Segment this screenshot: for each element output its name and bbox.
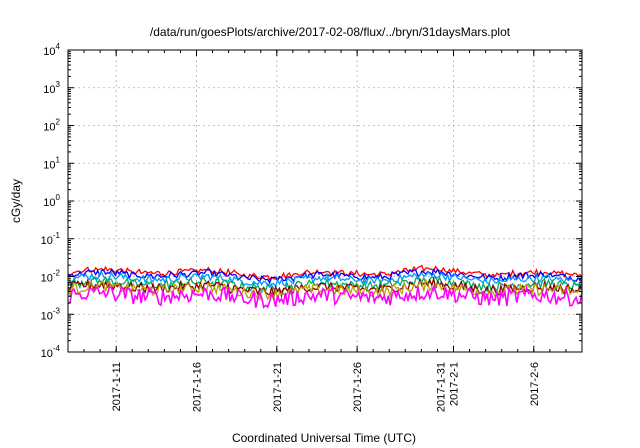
y-tick-label: 101 — [43, 155, 60, 171]
series-line — [67, 268, 583, 285]
x-tick-label: 2017-2-1 — [449, 362, 461, 406]
grid — [68, 50, 582, 352]
x-tick-label: 2017-2-6 — [529, 362, 541, 406]
x-tick-label: 2017-1-16 — [192, 362, 204, 412]
series-line — [67, 270, 583, 289]
y-axis-label: cGy/day — [9, 179, 23, 223]
y-tick-label: 104 — [43, 42, 60, 58]
series-line — [67, 264, 583, 282]
y-tick-label: 10-2 — [41, 269, 61, 285]
x-tick-label: 2017-1-21 — [272, 362, 284, 412]
y-tick-label: 10-4 — [41, 344, 61, 360]
x-tick-label: 2017-1-31 — [436, 362, 448, 412]
series-group — [67, 264, 583, 309]
x-tick-label: 2017-1-26 — [352, 362, 364, 412]
series-line — [67, 284, 583, 309]
y-tick-label: 102 — [43, 118, 60, 134]
x-axis: 2017-1-11 2017-1-16 2017-1-21 2017-1-26 2017… — [67, 50, 583, 412]
chart-title: /data/run/goesPlots/archive/2017-02-08/f… — [150, 25, 511, 39]
y-axis: 10-4 10-3 10-2 10-1 100 101 102 103 104 — [41, 42, 582, 360]
y-tick-label: 10-3 — [41, 306, 61, 322]
y-tick-label: 10-1 — [41, 231, 61, 247]
y-tick-label: 100 — [43, 193, 60, 209]
x-tick-label: 2017-1-11 — [111, 362, 123, 411]
x-axis-label: Coordinated Universal Time (UTC) — [232, 431, 416, 445]
y-tick-label: 103 — [43, 80, 60, 96]
